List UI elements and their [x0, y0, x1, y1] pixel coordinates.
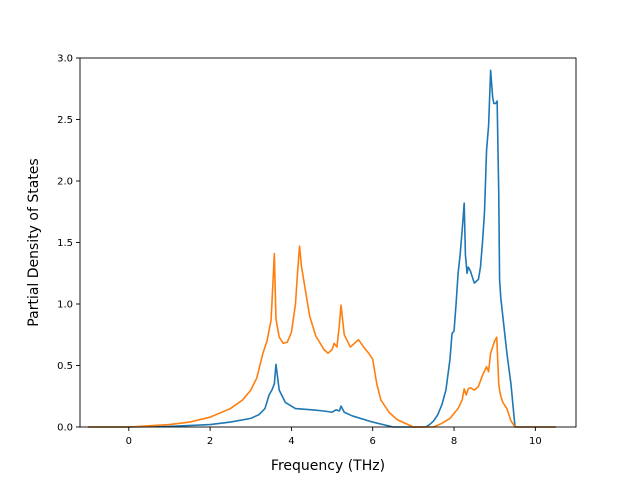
plot-frame: [79, 57, 577, 428]
x-axis-label: Frequency (THz): [271, 458, 385, 474]
y-tick-label: 3.0: [57, 54, 73, 65]
y-tick-label: 1.0: [57, 300, 73, 311]
y-tick-label: 1.5: [57, 238, 73, 249]
y-tick-label: 0.5: [57, 361, 73, 372]
y-tick-label: 2.5: [57, 115, 73, 126]
x-tick-label: 10: [529, 436, 542, 447]
series-line-1: [88, 69, 556, 428]
x-tick-label: 0: [126, 436, 132, 447]
x-tick-label: 2: [207, 436, 213, 447]
x-tick-label: 6: [370, 436, 376, 447]
series-line-2: [88, 245, 556, 428]
y-tick-label: 2.0: [57, 177, 73, 188]
x-axis-ticks: 0 2 4 6 8 10: [126, 427, 542, 447]
y-axis-label: Partial Density of States: [26, 158, 42, 326]
plot-lines: [88, 69, 556, 428]
y-axis-ticks: 0.0 0.5 1.0 1.5 2.0 2.5 3.0: [57, 54, 80, 434]
y-tick-label: 0.0: [57, 423, 73, 434]
x-tick-label: 4: [288, 436, 294, 447]
x-tick-label: 8: [451, 436, 457, 447]
